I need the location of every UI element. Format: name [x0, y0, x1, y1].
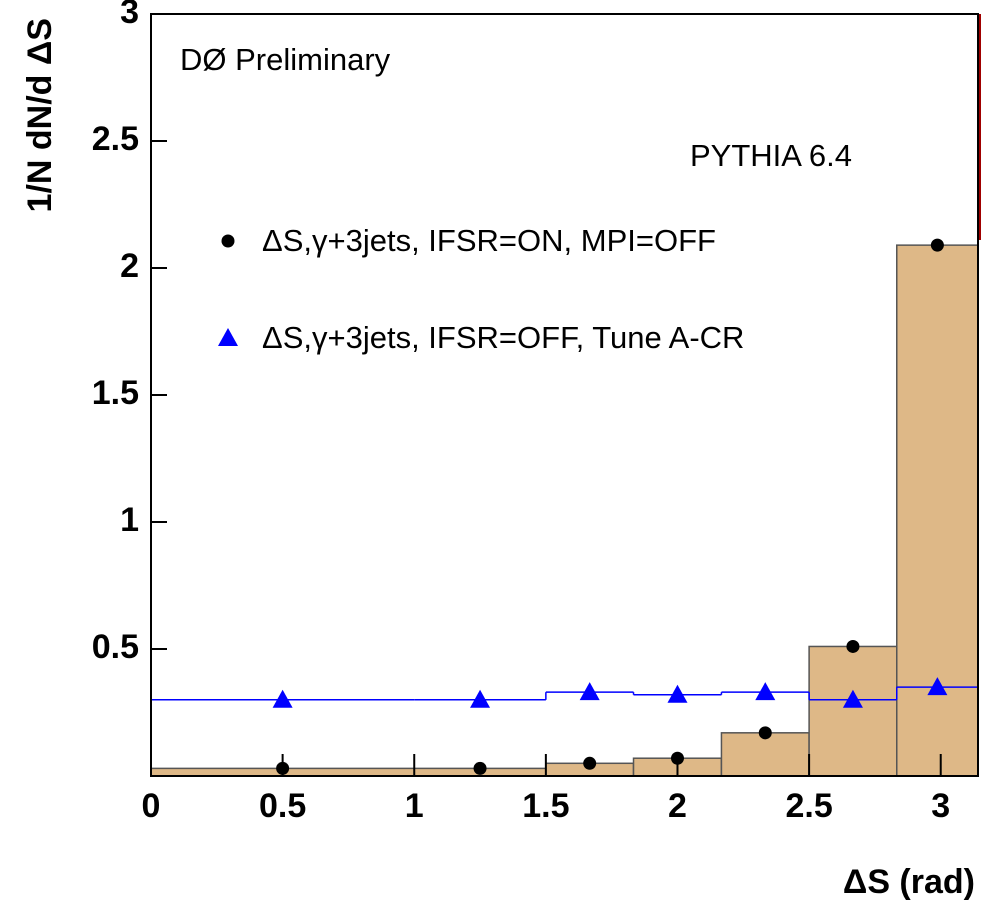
bar — [808, 645, 898, 777]
marker — [927, 677, 948, 696]
y-tick-label: 3 — [120, 0, 139, 31]
marker — [755, 682, 776, 701]
y-tick-label: 1.5 — [92, 374, 139, 412]
y-axis-label: 1/N dN/d ΔS — [21, 18, 59, 212]
annotation: DØ Preliminary — [180, 42, 391, 77]
y-tick-label: 1 — [120, 501, 139, 539]
legend-label: ΔS,γ+3jets, IFSR=ON, MPI=OFF — [262, 223, 716, 258]
marker — [272, 689, 293, 708]
legend-marker — [221, 234, 235, 248]
x-tick-label: 1.5 — [522, 787, 569, 825]
marker — [667, 684, 688, 703]
marker — [758, 726, 772, 740]
x-tick-label: 0 — [142, 787, 161, 825]
x-tick-label: 1 — [405, 787, 424, 825]
marker — [930, 238, 944, 252]
marker — [473, 761, 487, 775]
y-tick-label: 0.5 — [92, 628, 139, 666]
legend-label: ΔS,γ+3jets, IFSR=OFF, Tune A-CR — [262, 320, 744, 355]
marker — [470, 689, 491, 708]
x-tick-label: 0.5 — [259, 787, 306, 825]
marker — [579, 682, 600, 701]
y-tick-label: 2 — [120, 247, 139, 285]
x-axis-label: ΔS (rad) — [843, 863, 975, 901]
marker — [583, 756, 597, 770]
x-tick-label: 2 — [668, 787, 687, 825]
marker — [842, 689, 863, 708]
legend-marker — [218, 328, 238, 346]
y-tick-label: 2.5 — [92, 120, 139, 158]
x-tick-label: 2.5 — [785, 787, 832, 825]
bar — [896, 244, 979, 777]
marker — [846, 639, 860, 653]
annotation: PYTHIA 6.4 — [690, 138, 852, 173]
x-tick-label: 3 — [931, 787, 950, 825]
